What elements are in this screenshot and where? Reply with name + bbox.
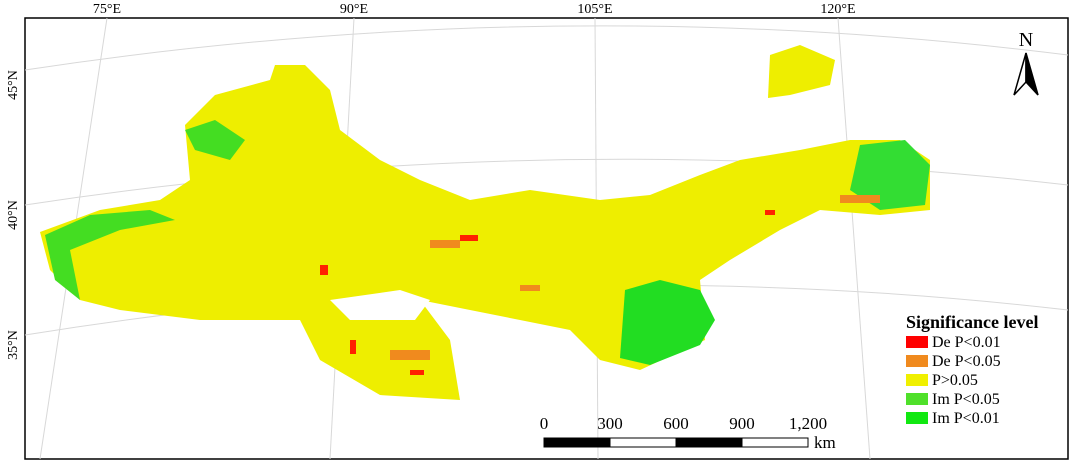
land-cover xyxy=(40,45,930,400)
region-main xyxy=(40,65,930,400)
north-label: N xyxy=(1019,29,1033,51)
region-northeast xyxy=(768,45,835,98)
gap-qaidam xyxy=(330,290,430,320)
legend-swatch xyxy=(906,336,928,348)
legend-label: De P<0.05 xyxy=(932,353,1001,370)
legend-label: P>0.05 xyxy=(932,372,978,389)
legend-label: Im P<0.01 xyxy=(932,410,1000,427)
latitude-label: 35°N xyxy=(6,330,21,360)
latitude-labels: 45°N 40°N 35°N xyxy=(6,70,21,360)
arrow-right xyxy=(1025,52,1039,96)
longitude-label: 120°E xyxy=(820,2,855,17)
scale-label: 900 xyxy=(729,414,755,433)
scale-label: 1,200 xyxy=(789,414,827,433)
scale-segment xyxy=(543,437,611,448)
scale-unit: km xyxy=(814,433,836,452)
region-green-west xyxy=(45,210,175,300)
decline-moderate-spots xyxy=(390,195,880,360)
longitude-labels: 75°E 90°E 105°E 120°E xyxy=(93,2,856,17)
legend-swatch xyxy=(906,355,928,367)
legend-label: De P<0.01 xyxy=(932,334,1001,351)
scale-label: 0 xyxy=(540,414,549,433)
legend-title: Significance level xyxy=(906,312,1038,332)
region-green-tianshan xyxy=(185,120,245,160)
region-green-north xyxy=(850,140,930,210)
legend-swatch xyxy=(906,374,928,386)
legend-swatch xyxy=(906,393,928,405)
longitude-label: 105°E xyxy=(577,2,612,17)
scale-label: 300 xyxy=(597,414,623,433)
scale-segment xyxy=(675,437,743,448)
scale-segment xyxy=(609,437,677,448)
legend: Significance level De P<0.01 De P<0.05 P>0… xyxy=(906,312,1038,427)
latitude-label: 40°N xyxy=(6,200,21,230)
region-green-loess xyxy=(620,280,715,365)
legend-label: Im P<0.05 xyxy=(932,391,1000,408)
decline-spots xyxy=(320,210,775,375)
north-arrow: N xyxy=(1013,29,1039,96)
longitude-label: 75°E xyxy=(93,2,121,17)
legend-swatch xyxy=(906,412,928,424)
latitude-label: 45°N xyxy=(6,70,21,100)
longitude-label: 90°E xyxy=(340,2,368,17)
scale-segment xyxy=(741,437,809,448)
scale-label: 600 xyxy=(663,414,689,433)
